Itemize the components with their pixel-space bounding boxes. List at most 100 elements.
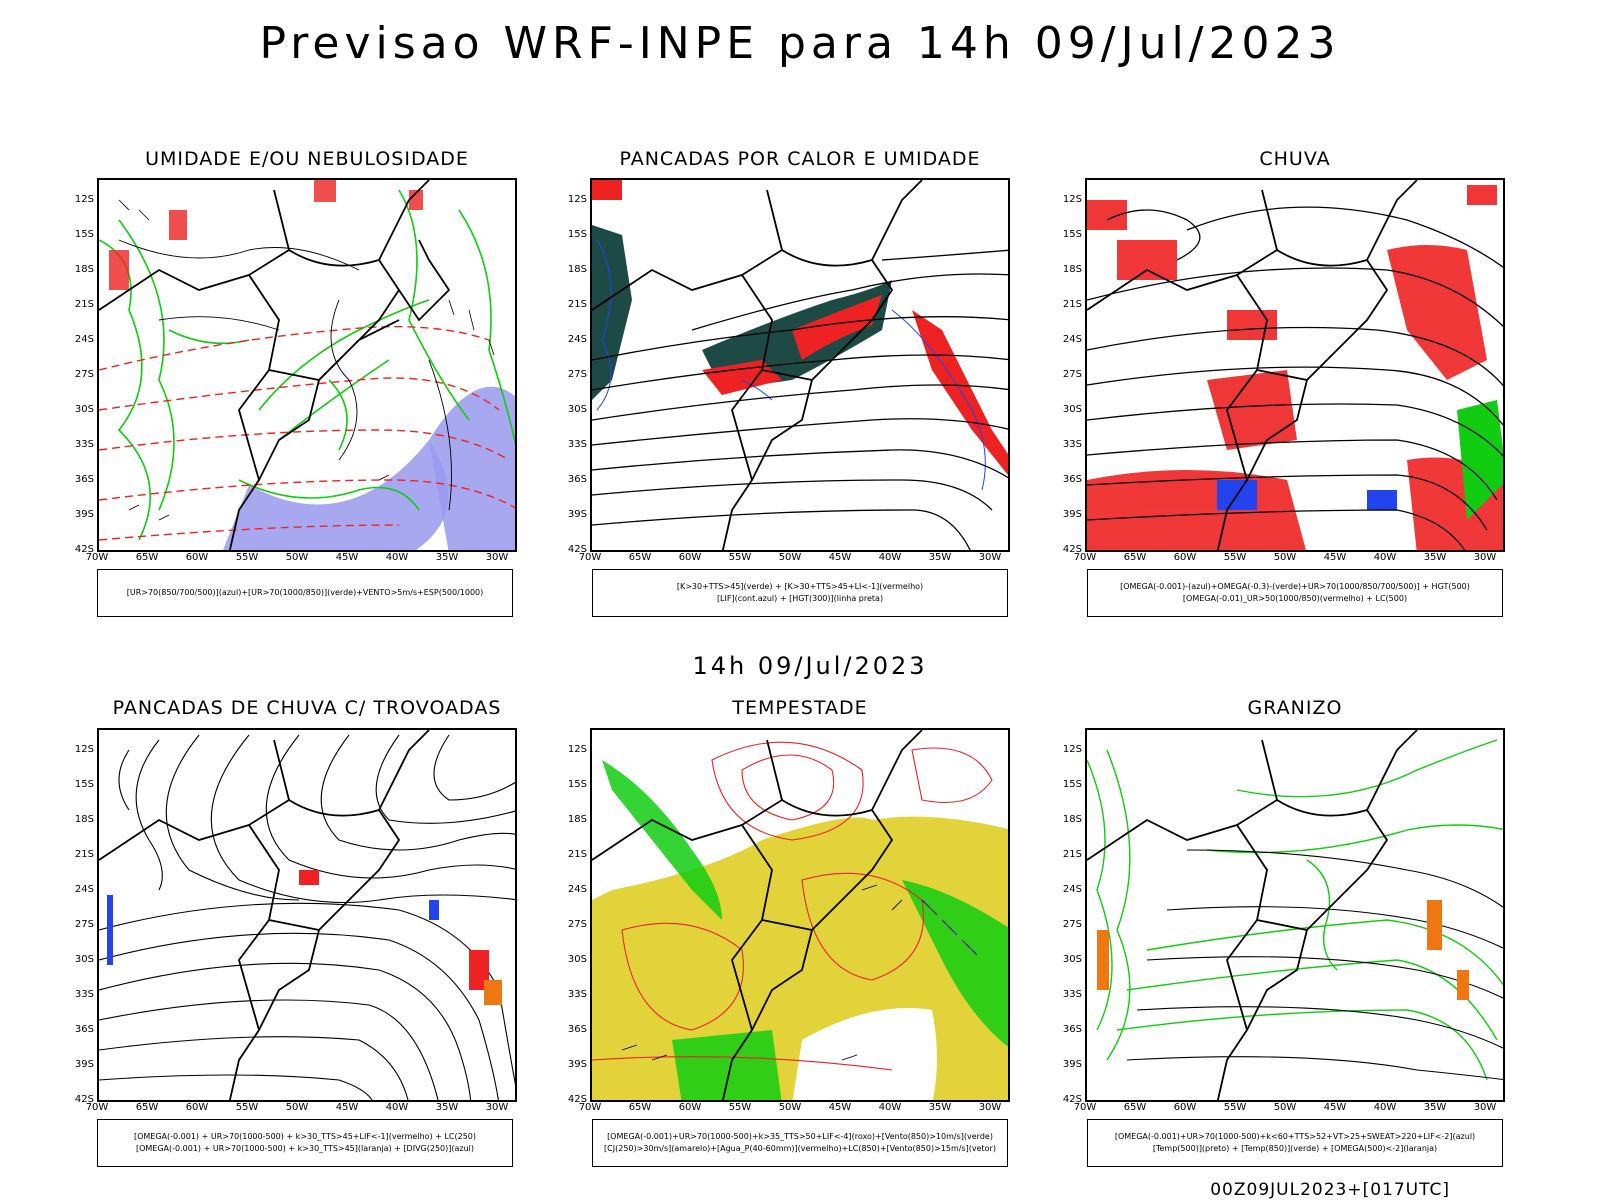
lat-tick-label: 39S bbox=[567, 1059, 587, 1070]
lon-tick-label: 30W bbox=[978, 1102, 1002, 1113]
lon-tick-label: 70W bbox=[1073, 1102, 1097, 1113]
lat-tick-label: 15S bbox=[567, 229, 587, 240]
lon-tick-label: 45W bbox=[335, 1102, 359, 1113]
map-tempestade bbox=[590, 728, 1010, 1102]
lat-tick-label: 27S bbox=[74, 919, 94, 930]
lat-tick-label: 15S bbox=[1062, 229, 1082, 240]
lon-tick-label: 50W bbox=[1273, 1102, 1297, 1113]
lat-tick-label: 12S bbox=[567, 744, 587, 755]
lon-tick-label: 40W bbox=[878, 552, 902, 563]
map-tempestade-graphic bbox=[592, 730, 1008, 1100]
lon-tick-label: 70W bbox=[578, 552, 602, 563]
lon-tick-label: 60W bbox=[1173, 1102, 1197, 1113]
lon-tick-label: 60W bbox=[678, 552, 702, 563]
lon-tick-label: 40W bbox=[1373, 552, 1397, 563]
lat-tick-label: 39S bbox=[1062, 1059, 1082, 1070]
lat-tick-label: 24S bbox=[74, 884, 94, 895]
lon-tick-label: 55W bbox=[1223, 552, 1247, 563]
legend-tempestade-line2: [CJ(250)>30m/s](amarelo)+[Agua_P(40-60mm… bbox=[604, 1144, 996, 1153]
lat-tick-label: 36S bbox=[567, 1024, 587, 1035]
lon-tick-label: 30W bbox=[978, 552, 1002, 563]
run-identifier: 00Z09JUL2023+[017UTC] bbox=[1210, 1180, 1450, 1200]
lat-tick-label: 12S bbox=[567, 194, 587, 205]
lat-tick-label: 21S bbox=[74, 849, 94, 860]
lon-tick-label: 65W bbox=[135, 1102, 159, 1113]
lat-tick-label: 33S bbox=[74, 439, 94, 450]
lat-tick-label: 24S bbox=[1062, 884, 1082, 895]
lon-tick-label: 45W bbox=[828, 552, 852, 563]
lat-tick-label: 30S bbox=[567, 404, 587, 415]
lat-tick-label: 21S bbox=[567, 299, 587, 310]
lon-tick-label: 60W bbox=[185, 552, 209, 563]
map-umidade bbox=[97, 178, 517, 552]
lat-tick-label: 42S bbox=[1062, 1094, 1082, 1105]
map-chuva bbox=[1085, 178, 1505, 552]
legend-granizo: [OMEGA(-0.001)+UR>70(1000-500)+k<60+TTS>… bbox=[1087, 1119, 1503, 1167]
lat-tick-label: 27S bbox=[567, 369, 587, 380]
lat-tick-label: 18S bbox=[567, 264, 587, 275]
lat-tick-label: 21S bbox=[1062, 299, 1082, 310]
lat-tick-label: 12S bbox=[74, 194, 94, 205]
lon-tick-label: 70W bbox=[1073, 552, 1097, 563]
lat-tick-label: 15S bbox=[74, 779, 94, 790]
map-chuva-graphic bbox=[1087, 180, 1503, 550]
lat-tick-label: 30S bbox=[1062, 404, 1082, 415]
legend-chuva-line1: [OMEGA(-0.001)-(azul)+OMEGA(-0.3)-(verde… bbox=[1120, 582, 1470, 591]
lon-tick-label: 40W bbox=[1373, 1102, 1397, 1113]
lon-tick-label: 50W bbox=[285, 552, 309, 563]
lat-tick-label: 39S bbox=[567, 509, 587, 520]
lon-tick-label: 35W bbox=[928, 552, 952, 563]
lon-tick-label: 35W bbox=[1423, 1102, 1447, 1113]
lon-tick-label: 60W bbox=[678, 1102, 702, 1113]
lat-tick-label: 12S bbox=[1062, 194, 1082, 205]
lat-tick-label: 42S bbox=[567, 1094, 587, 1105]
legend-trovoadas-line2: [OMEGA(-0.001) + UR>70(1000-500) + k>30_… bbox=[135, 1144, 475, 1153]
lon-tick-label: 35W bbox=[435, 1102, 459, 1113]
lon-tick-label: 35W bbox=[928, 1102, 952, 1113]
lon-tick-label: 55W bbox=[728, 1102, 752, 1113]
lon-tick-label: 65W bbox=[1123, 552, 1147, 563]
lon-tick-label: 30W bbox=[485, 1102, 509, 1113]
legend-umidade: [UR>70(850/700/500)](azul)+[UR>70(1000/8… bbox=[97, 569, 513, 617]
lat-tick-label: 36S bbox=[74, 1024, 94, 1035]
lon-tick-label: 65W bbox=[135, 552, 159, 563]
lat-tick-label: 33S bbox=[567, 439, 587, 450]
map-umidade-graphic bbox=[99, 180, 515, 550]
lat-tick-label: 27S bbox=[1062, 369, 1082, 380]
lat-tick-label: 36S bbox=[1062, 1024, 1082, 1035]
lat-tick-label: 27S bbox=[1062, 919, 1082, 930]
lat-tick-label: 24S bbox=[1062, 334, 1082, 345]
lat-tick-label: 33S bbox=[567, 989, 587, 1000]
lat-tick-label: 36S bbox=[74, 474, 94, 485]
lon-tick-label: 50W bbox=[285, 1102, 309, 1113]
lat-tick-label: 33S bbox=[74, 989, 94, 1000]
map-trovoadas bbox=[97, 728, 517, 1102]
legend-granizo-line2: [Temp(500)](preto) + [Temp(850)](verde) … bbox=[1152, 1144, 1438, 1153]
lon-tick-label: 30W bbox=[485, 552, 509, 563]
lat-tick-label: 15S bbox=[1062, 779, 1082, 790]
lat-tick-label: 24S bbox=[567, 334, 587, 345]
panel-title-tempestade: TEMPESTADE bbox=[732, 697, 868, 719]
lon-tick-label: 35W bbox=[1423, 552, 1447, 563]
lon-tick-label: 40W bbox=[878, 1102, 902, 1113]
lat-tick-label: 24S bbox=[567, 884, 587, 895]
lat-tick-label: 15S bbox=[567, 779, 587, 790]
lat-tick-label: 30S bbox=[74, 404, 94, 415]
lon-tick-label: 50W bbox=[778, 552, 802, 563]
legend-trovoadas-line1: [OMEGA(-0.001) + UR>70(1000-500) + k>30_… bbox=[133, 1132, 477, 1141]
lon-tick-label: 30W bbox=[1473, 552, 1497, 563]
lon-tick-label: 70W bbox=[85, 552, 109, 563]
lat-tick-label: 27S bbox=[567, 919, 587, 930]
lat-tick-label: 24S bbox=[74, 334, 94, 345]
legend-umidade-line1: [UR>70(850/700/500)](azul)+[UR>70(1000/8… bbox=[126, 588, 484, 597]
page-title: Previsao WRF-INPE para 14h 09/Jul/2023 bbox=[259, 18, 1341, 69]
lat-tick-label: 39S bbox=[74, 1059, 94, 1070]
lon-tick-label: 40W bbox=[385, 552, 409, 563]
lon-tick-label: 70W bbox=[578, 1102, 602, 1113]
lon-tick-label: 50W bbox=[1273, 552, 1297, 563]
lat-tick-label: 27S bbox=[74, 369, 94, 380]
lat-tick-label: 33S bbox=[1062, 439, 1082, 450]
lat-tick-label: 33S bbox=[1062, 989, 1082, 1000]
lon-tick-label: 30W bbox=[1473, 1102, 1497, 1113]
legend-pancadas-calor: [K>30+TTS>45](verde) + [K>30+TTS>45+LI<-… bbox=[592, 569, 1008, 617]
